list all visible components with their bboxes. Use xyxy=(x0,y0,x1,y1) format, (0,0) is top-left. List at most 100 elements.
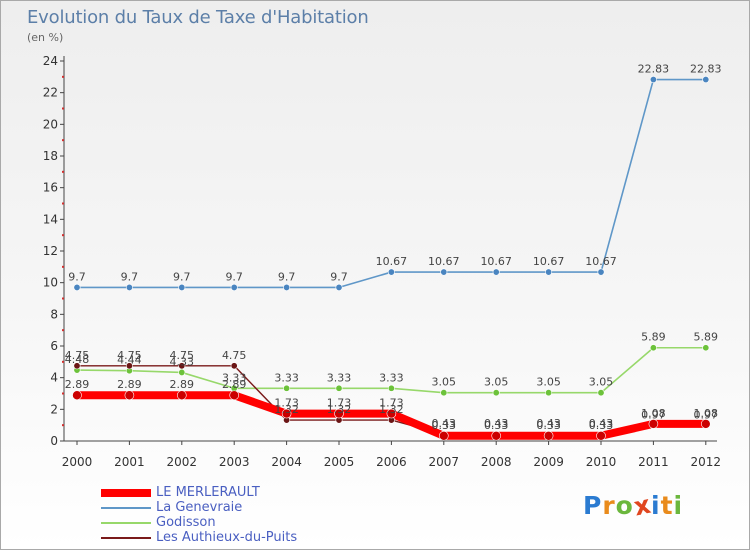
data-label: 4.33 xyxy=(170,355,195,368)
data-label: 0.43 xyxy=(432,417,457,430)
legend-swatch xyxy=(101,521,151,524)
y-tick-label: 8 xyxy=(50,307,58,321)
legend-item: LE MERLERAULT xyxy=(101,485,297,500)
data-label: 0.33 xyxy=(432,419,457,432)
data-label: 3.33 xyxy=(327,371,352,384)
data-label: 9.7 xyxy=(330,270,348,283)
logo-letter: t xyxy=(660,491,674,520)
data-label: 3.33 xyxy=(274,371,299,384)
data-label: 3.05 xyxy=(432,376,457,389)
x-tick-label: 2008 xyxy=(481,455,512,469)
data-point xyxy=(387,268,395,276)
legend-swatch xyxy=(101,488,151,497)
data-point xyxy=(283,283,291,291)
legend-label: La Genevraie xyxy=(156,500,243,515)
x-tick-label: 2003 xyxy=(219,455,250,469)
data-label: 5.89 xyxy=(641,331,666,344)
x-tick-label: 2004 xyxy=(271,455,302,469)
data-point xyxy=(543,430,554,441)
data-label: 1.32 xyxy=(327,403,352,416)
data-point xyxy=(72,390,82,401)
data-point xyxy=(335,283,343,291)
data-label: 9.7 xyxy=(225,270,243,283)
x-tick-label: 2000 xyxy=(62,455,93,469)
data-point xyxy=(178,283,186,291)
y-tick-label: 0 xyxy=(50,434,58,448)
proxiti-logo: Proxiti xyxy=(583,490,684,522)
data-label: 3.05 xyxy=(536,376,561,389)
data-point xyxy=(596,430,606,441)
x-tick-label: 2005 xyxy=(324,455,355,469)
data-label: 1.73 xyxy=(327,397,352,410)
legend-item: Godisson xyxy=(101,515,297,530)
y-tick-label: 2 xyxy=(50,402,58,416)
y-tick-label: 20 xyxy=(43,117,58,131)
data-label: 1.32 xyxy=(274,403,299,416)
logo-letter: r xyxy=(602,491,616,520)
data-point xyxy=(178,368,186,376)
data-point xyxy=(438,430,449,441)
logo-letter: o xyxy=(615,491,634,520)
data-point xyxy=(649,76,657,84)
chart-unit-label: (en %) xyxy=(27,31,64,44)
y-tick-label: 14 xyxy=(43,212,58,226)
data-label: 3.05 xyxy=(484,376,509,389)
data-label: 1.73 xyxy=(274,397,299,410)
x-tick-label: 2011 xyxy=(638,455,669,469)
y-tick-label: 6 xyxy=(50,339,58,353)
legend-label: Les Authieux-du-Puits xyxy=(156,530,298,545)
data-point xyxy=(283,384,291,392)
data-label: 1.32 xyxy=(379,403,404,416)
data-label: 0.33 xyxy=(589,419,614,432)
data-label: 4.75 xyxy=(170,349,195,362)
data-label: 9.7 xyxy=(68,270,86,283)
data-label: 9.7 xyxy=(121,270,139,283)
legend-label: LE MERLERAULT xyxy=(156,485,260,500)
y-tick-label: 16 xyxy=(43,181,58,195)
y-tick-label: 4 xyxy=(50,371,58,385)
data-label: 4.75 xyxy=(222,349,247,362)
data-label: 1.73 xyxy=(379,397,404,410)
data-point xyxy=(649,344,657,352)
data-point xyxy=(386,408,397,419)
x-tick-label: 2012 xyxy=(691,455,722,469)
data-label: 5.89 xyxy=(694,331,719,344)
data-label: 2.89 xyxy=(222,378,247,391)
data-point xyxy=(230,362,238,370)
data-point xyxy=(230,283,238,291)
data-label: 10.67 xyxy=(585,255,617,268)
data-point xyxy=(73,362,81,370)
data-point xyxy=(387,384,395,392)
data-point xyxy=(702,344,710,352)
data-label: 0.33 xyxy=(484,419,509,432)
data-point xyxy=(648,419,659,429)
data-label: 10.67 xyxy=(533,255,565,268)
legend-item: Les Authieux-du-Puits xyxy=(101,530,297,545)
data-label: 0.97 xyxy=(641,409,666,422)
data-label: 10.67 xyxy=(480,255,512,268)
logo-letter: P xyxy=(583,491,603,520)
data-label: 10.67 xyxy=(376,255,408,268)
logo-letter: i xyxy=(651,491,661,520)
chart-legend: LE MERLERAULT La Genevraie Godisson Les Aut… xyxy=(101,485,297,545)
data-point xyxy=(702,76,710,84)
data-point xyxy=(597,268,605,276)
data-label: 0.33 xyxy=(536,419,561,432)
logo-letter: i xyxy=(673,491,684,520)
data-label: 0.43 xyxy=(536,417,561,430)
x-tick-label: 2002 xyxy=(167,455,198,469)
data-label: 10.67 xyxy=(428,255,460,268)
data-label: 0.97 xyxy=(694,409,719,422)
data-label: 2.89 xyxy=(65,378,90,391)
data-label: 4.75 xyxy=(65,349,90,362)
data-point xyxy=(491,430,502,441)
y-tick-label: 12 xyxy=(43,244,58,258)
y-tick-label: 18 xyxy=(43,149,58,163)
data-point xyxy=(440,268,448,276)
data-point xyxy=(545,268,553,276)
y-tick-label: 22 xyxy=(43,86,58,100)
data-point xyxy=(281,408,292,419)
legend-swatch xyxy=(101,536,151,539)
data-label: 3.33 xyxy=(379,371,404,384)
